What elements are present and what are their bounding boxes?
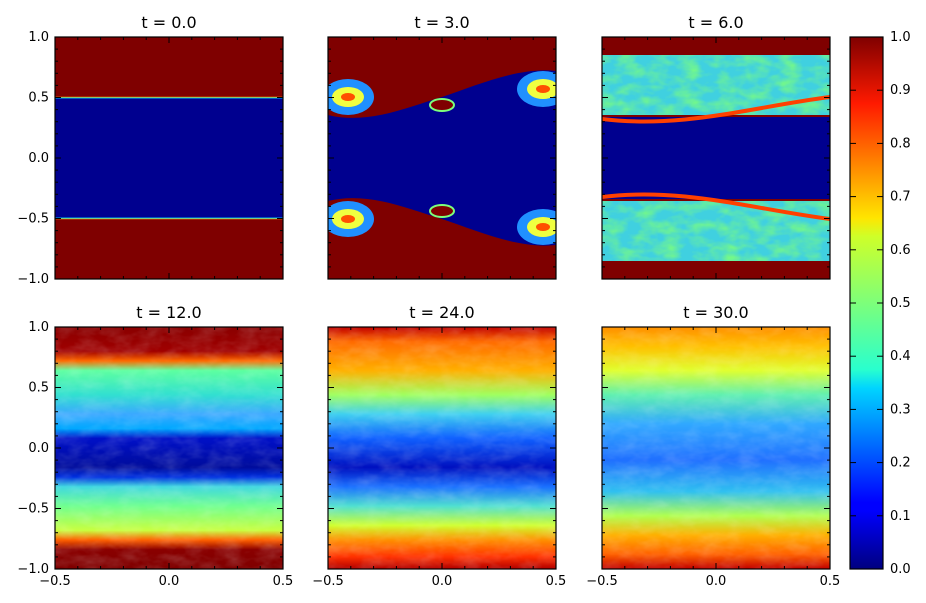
colorbar: 0.0 0.1 0.2 0.3 0.4 0.5 0.6 0.7 0.8 0.9 1.0 [849, 30, 911, 577]
colorbar-tick-label: 0.9 [890, 83, 911, 98]
y-ticks [328, 326, 556, 570]
heatmap-field [328, 327, 556, 569]
panel-title: t = 3.0 [414, 13, 469, 32]
x-ticks [601, 37, 831, 279]
y-tick-label: −0.5 [17, 212, 49, 227]
x-tick-label: −0.5 [312, 574, 344, 589]
y-ticks [55, 36, 283, 280]
panel-6: t = 30.0 −0.5 0.0 0.5 [586, 303, 840, 589]
colorbar-tick-label: 1.0 [890, 30, 911, 45]
x-ticks [327, 37, 557, 279]
x-ticks [327, 327, 557, 569]
panel-title: t = 12.0 [136, 303, 201, 322]
panel-title: t = 24.0 [409, 303, 474, 322]
colorbar-tick-label: 0.0 [890, 562, 911, 577]
heatmap-field [55, 37, 283, 279]
x-tick-label: 0.0 [432, 574, 453, 589]
panel-title: t = 0.0 [141, 13, 196, 32]
x-ticks [54, 327, 284, 569]
y-ticks [602, 36, 830, 280]
heatmap-field [55, 327, 283, 569]
x-tick-label: 0.5 [546, 574, 567, 589]
colorbar-tick-label: 0.5 [890, 296, 911, 311]
x-tick-label: 0.5 [820, 574, 841, 589]
x-ticks [601, 327, 831, 569]
heatmap-field [602, 37, 830, 279]
x-tick-label: 0.5 [273, 574, 294, 589]
heatmap-field [328, 37, 556, 279]
x-tick-label: −0.5 [586, 574, 618, 589]
y-ticks [328, 36, 556, 280]
y-tick-label: 0.0 [28, 151, 49, 166]
y-tick-label: 1.0 [28, 30, 49, 45]
y-tick-label: 0.0 [28, 441, 49, 456]
colorbar-tick-label: 0.3 [890, 402, 911, 417]
y-tick-label: 0.5 [28, 381, 49, 396]
y-ticks [602, 326, 830, 570]
y-tick-label: 0.5 [28, 91, 49, 106]
colorbar-tick-label: 0.8 [890, 136, 911, 151]
colorbar-tick-label: 0.7 [890, 190, 911, 205]
x-tick-label: −0.5 [39, 574, 71, 589]
x-tick-label: 0.0 [159, 574, 180, 589]
colorbar-tick-label: 0.6 [890, 243, 911, 258]
y-ticks [55, 326, 283, 570]
panel-1: t = 0.0 −1.0 −0.5 0.0 0.5 1.0 [17, 13, 284, 287]
y-tick-label: −1.0 [17, 272, 49, 287]
panel-4: t = 12.0−1.0−0.50.00.51.0−0.5 0.0 0.5 [17, 303, 293, 589]
colorbar-tick-label: 0.2 [890, 456, 911, 471]
heatmap-field [602, 327, 830, 569]
x-ticks [54, 37, 284, 279]
panel-title: t = 30.0 [683, 303, 748, 322]
colorbar-tick-label: 0.1 [890, 509, 911, 524]
y-tick-label: −1.0 [17, 562, 49, 577]
panel-2: t = 3.0 [327, 13, 557, 280]
panel-title: t = 6.0 [688, 13, 743, 32]
panel-5: t = 24.0 −0.5 0.0 0.5 [312, 303, 566, 589]
panel-3: t = 6.0 [601, 13, 831, 280]
y-tick-label: −0.5 [17, 502, 49, 517]
colorbar-tick-label: 0.4 [890, 349, 911, 364]
x-tick-label: 0.0 [706, 574, 727, 589]
y-tick-label: 1.0 [28, 320, 49, 335]
